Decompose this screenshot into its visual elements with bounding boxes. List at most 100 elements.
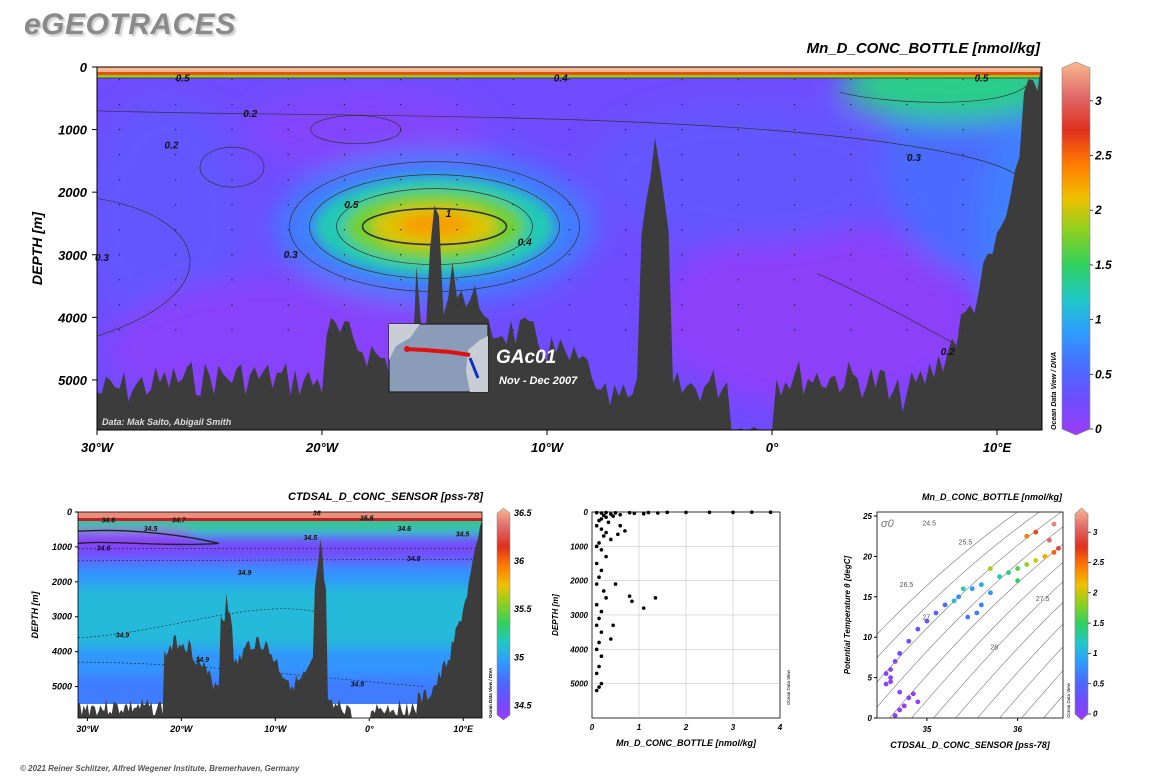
sample-dot (737, 178, 739, 181)
data-point (1056, 545, 1061, 551)
sample-dot (175, 254, 177, 256)
isopycnal-label: 27.5 (1036, 596, 1050, 603)
field-patch (97, 97, 245, 338)
sample-dot (118, 203, 121, 206)
sample-dot (737, 128, 739, 131)
sample-dot (568, 254, 571, 256)
data-point (750, 510, 754, 514)
sample-dot (850, 153, 852, 156)
x-tick-label: 30°W (76, 724, 100, 734)
contour-lines (78, 529, 482, 687)
x-tick-label: 20°W (169, 724, 194, 734)
sample-dot (512, 304, 514, 306)
sample-dot (456, 304, 458, 306)
inset-map (388, 323, 489, 393)
data-point (906, 638, 912, 644)
sample-dot (625, 254, 627, 256)
sample-dot (850, 178, 852, 181)
x-tick-label: 10°W (264, 724, 288, 734)
sample-dot (793, 78, 796, 81)
colorbar-tick-label: 1 (1095, 313, 1102, 327)
data-point (956, 594, 962, 600)
sample-dot (287, 128, 289, 131)
plot-frame (876, 511, 1064, 719)
sample-dot (400, 304, 402, 306)
salinity-field (78, 512, 482, 718)
data-point (924, 618, 930, 624)
y-tick-label: 2000 (51, 577, 72, 587)
contour-34.9 (78, 661, 426, 687)
data-point (618, 523, 622, 528)
sample-dot (906, 78, 908, 81)
data-point (897, 707, 903, 713)
y-tick-label: 4000 (57, 310, 88, 325)
colorbar-tick-label: 2 (1094, 203, 1102, 217)
contour-label: 0.5 (176, 73, 190, 84)
sample-dot (118, 78, 121, 81)
sample-dot (625, 203, 627, 206)
data-point (604, 510, 608, 515)
sample-dot (793, 329, 796, 331)
colorbar-tick-label: 0 (1093, 710, 1098, 719)
sample-dot (456, 203, 458, 206)
sample-dot (118, 178, 121, 181)
sample-dot (962, 103, 964, 106)
sample-dot (512, 78, 514, 81)
x-tick-label: 1 (637, 723, 642, 732)
density-label: σ0 (881, 518, 895, 530)
sample-dot (850, 254, 852, 256)
sample-dot (231, 329, 233, 331)
x-tick-label: 20°W (305, 440, 340, 455)
sample-dot (962, 203, 964, 206)
x-tick-label: 3 (731, 723, 736, 732)
contour-label: 0.3 (284, 250, 298, 261)
sample-dot (512, 103, 514, 106)
sample-dot (850, 229, 852, 231)
seafloor (97, 67, 1042, 430)
isopycnal-line (877, 526, 1063, 708)
inset-cruise-name: GAc01 (496, 347, 556, 368)
sample-dot (287, 329, 289, 331)
sample-dot (962, 229, 964, 231)
colorbar-tick-label: 36 (514, 556, 525, 566)
sample-dot (287, 78, 289, 81)
isopycnal-line (977, 623, 1063, 718)
data-point (883, 681, 889, 687)
data-point (594, 510, 599, 515)
data-point (604, 596, 608, 600)
plot-frame (96, 66, 1043, 431)
y-tick-label: 2000 (569, 577, 588, 586)
sample-dot (118, 304, 121, 306)
contour-label: 0.3 (907, 153, 921, 164)
data-point (978, 602, 984, 608)
data-point (609, 637, 613, 641)
contour-34.8 (78, 558, 482, 562)
sample-dot (681, 329, 683, 331)
contour-label: 0.2 (165, 140, 179, 151)
data-point (997, 574, 1002, 580)
y-tick-label: 0 (868, 714, 873, 723)
sample-dot (456, 254, 458, 256)
y-tick-label: 1000 (570, 542, 588, 551)
sample-dot (568, 329, 571, 331)
data-point (933, 610, 939, 616)
ts-colorbar: 0 0.5 1 1.5 2 2.5 3 (1074, 507, 1105, 721)
x-tick-label: 2 (683, 723, 689, 732)
data-point (915, 626, 921, 632)
data-point (906, 695, 912, 701)
y-tick-label: 2000 (57, 185, 88, 200)
data-point (599, 527, 604, 531)
sample-dot (175, 229, 177, 231)
data-credit: Data: Mak Saito, Abigail Smith (102, 417, 232, 427)
y-axis-title: DEPTH [m] (551, 594, 560, 636)
sample-dot (850, 203, 852, 206)
contour-label: 0.4 (554, 73, 568, 84)
sample-dot (737, 229, 739, 231)
colorbar-tick-label: 1.5 (1093, 619, 1105, 628)
colorbar-tick-label: 2.5 (1094, 149, 1112, 163)
data-point (1006, 570, 1011, 575)
x-tick-label: 0° (365, 724, 374, 734)
colorbar-tick-label: 2 (1092, 588, 1098, 597)
sample-dot (568, 178, 571, 181)
y-tick-label: 1000 (52, 542, 72, 552)
